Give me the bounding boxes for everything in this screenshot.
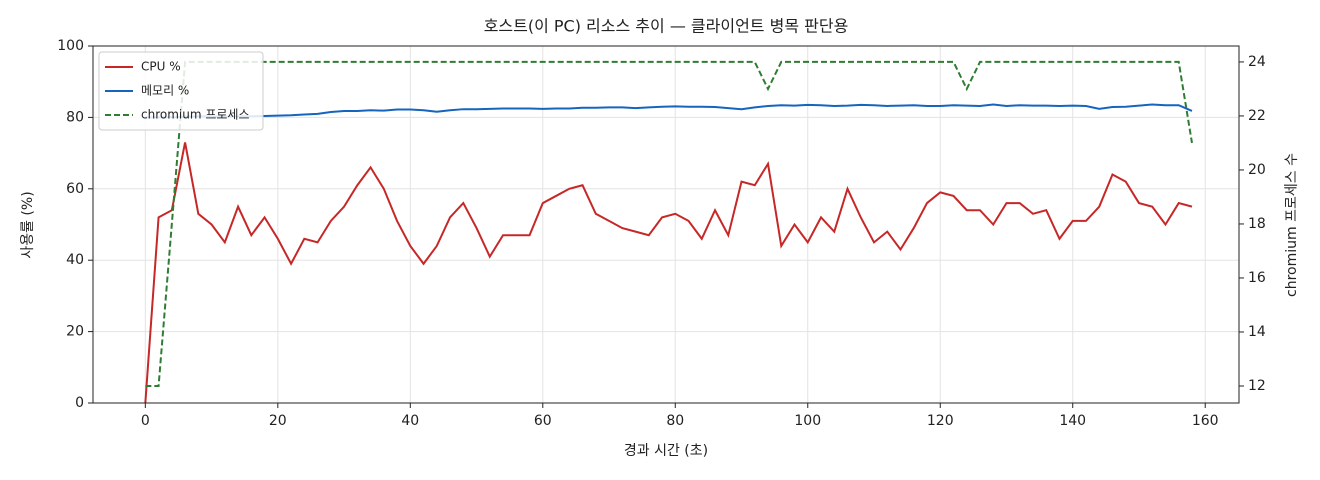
series-line [145, 103, 1193, 119]
series-line [144, 142, 1193, 404]
y-tick-label: 0 [75, 395, 84, 411]
chart-title: 호스트(이 PC) 리소스 추이 — 클라이언트 병목 판단용 [484, 17, 849, 36]
legend-label: chromium 프로세스 [141, 108, 250, 122]
y2-tick-label: 24 [1248, 54, 1266, 70]
plot-frame [92, 45, 1240, 404]
x-tick-label: 160 [1192, 413, 1219, 429]
y-tick-label: 80 [66, 109, 84, 125]
x-tick-label: 60 [534, 413, 552, 429]
legend: CPU % 메모리 % chromium 프로세스 [98, 51, 264, 131]
x-tick-label: 120 [927, 413, 954, 429]
y2-tick-label: 18 [1248, 216, 1266, 232]
y-tick-label: 20 [66, 324, 84, 340]
y2-tick-label: 20 [1248, 162, 1266, 178]
x-tick-label: 40 [401, 413, 419, 429]
y2-axis-label: chromium 프로세스 수 [1284, 153, 1300, 297]
y-tick-label: 100 [57, 38, 84, 54]
y2-tick-label: 22 [1248, 108, 1266, 124]
y2-tick-label: 12 [1248, 378, 1266, 394]
x-axis-label: 경과 시간 (초) [624, 443, 708, 459]
x-tick-label: 140 [1059, 413, 1086, 429]
x-tick-label: 20 [269, 413, 287, 429]
series-line [145, 60, 1193, 387]
y2-tick-label: 16 [1248, 270, 1266, 286]
x-tick-label: 100 [794, 413, 821, 429]
y2-tick-label: 14 [1248, 324, 1266, 340]
x-tick-label: 0 [141, 413, 150, 429]
y-axis-label: 사용률 (%) [20, 191, 36, 258]
y-tick-label: 60 [66, 181, 84, 197]
legend-label: 메모리 % [141, 84, 189, 98]
legend-label: CPU % [141, 60, 181, 74]
y-tick-label: 40 [66, 252, 84, 268]
x-tick-label: 80 [666, 413, 684, 429]
legend-box [98, 51, 264, 131]
